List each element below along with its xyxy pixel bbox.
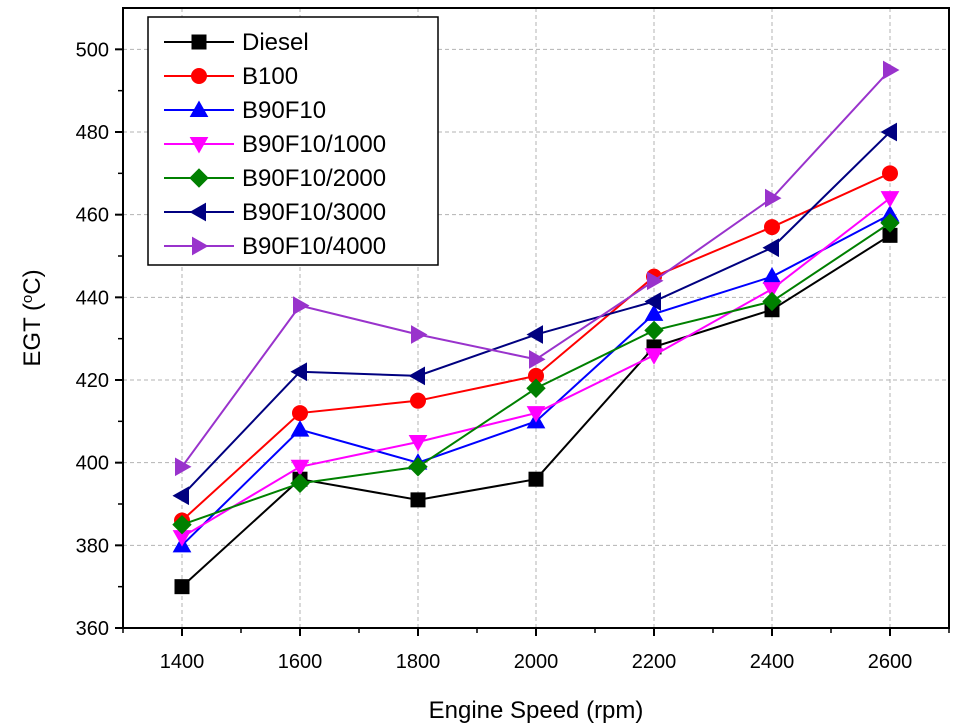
data-point-b90f10-1000 xyxy=(762,282,782,299)
legend-marker xyxy=(189,137,209,154)
y-axis-title: EGT (oC) xyxy=(19,269,47,366)
data-point-b90f10 xyxy=(644,304,664,321)
data-point-b90f10-3000 xyxy=(526,325,543,344)
y-tick-label: 380 xyxy=(76,535,109,557)
data-point-b90f10-4000 xyxy=(647,271,664,291)
y-tick-label: 500 xyxy=(76,39,109,61)
y-axis-title-degree: o xyxy=(19,295,36,303)
data-point-b90f10-1000 xyxy=(880,191,900,208)
data-point-b90f10-2000 xyxy=(644,320,664,341)
x-tick-label: 1800 xyxy=(396,651,441,673)
legend-item-b90f10-4000: B90F10/4000 xyxy=(164,233,386,260)
legend-marker xyxy=(192,236,209,256)
legend-marker xyxy=(189,168,209,188)
x-axis-title: Engine Speed (rpm) xyxy=(429,697,644,724)
data-point-b90f10-4000 xyxy=(293,296,310,315)
series-b90f10-3000 xyxy=(172,122,897,506)
data-point-b90f10-4000 xyxy=(765,188,782,208)
legend-item-b100: B100 xyxy=(164,63,298,90)
data-point-diesel xyxy=(174,579,190,595)
ticks: 1400 1600 1800 2000 2200 2400 2600 360 380 400 420… xyxy=(76,39,950,673)
y-tick-label: 400 xyxy=(76,453,109,475)
data-point-diesel xyxy=(410,492,426,508)
legend-label: Diesel xyxy=(242,29,309,56)
legend: Diesel B100 B90F10 B90F10/1000 B90F10/2000 B9… xyxy=(147,16,439,266)
data-point-b90f10-2000 xyxy=(290,473,310,494)
data-point-b90f10-2000 xyxy=(172,514,192,535)
legend-marker xyxy=(189,202,206,222)
legend-marker xyxy=(191,34,207,50)
data-point-b90f10-3000 xyxy=(172,486,189,506)
legend-label: B90F10/2000 xyxy=(242,165,386,192)
data-point-b90f10-3000 xyxy=(408,366,425,386)
legend-marker xyxy=(189,100,209,117)
data-point-b100 xyxy=(292,405,308,422)
x-tick-label: 2000 xyxy=(514,651,559,673)
legend-marker xyxy=(191,68,207,84)
data-point-b90f10-4000 xyxy=(411,325,428,344)
data-point-b90f10-1000 xyxy=(290,459,310,477)
y-axis-title-unit: C) xyxy=(19,269,46,294)
legend-item-diesel: Diesel xyxy=(164,29,309,56)
y-tick-label: 360 xyxy=(76,618,109,640)
data-point-b90f10-1000 xyxy=(408,435,428,452)
data-point-b90f10-2000 xyxy=(526,378,546,398)
data-point-b90f10-3000 xyxy=(880,122,897,142)
legend-label: B100 xyxy=(242,63,298,90)
legend-item-b90f10-1000: B90F10/1000 xyxy=(164,131,386,158)
data-point-b90f10-3000 xyxy=(762,238,779,258)
data-point-b100 xyxy=(882,165,898,182)
data-point-b90f10 xyxy=(762,267,782,284)
x-tick-label: 2600 xyxy=(868,651,913,673)
data-point-b90f10-1000 xyxy=(644,348,664,365)
data-point-diesel xyxy=(528,471,544,487)
data-point-b90f10-3000 xyxy=(644,292,661,311)
data-point-b90f10-2000 xyxy=(880,213,900,233)
series-b100 xyxy=(174,165,898,529)
data-point-b90f10-4000 xyxy=(529,349,546,369)
series-layer xyxy=(172,60,900,595)
data-point-b90f10-2000 xyxy=(408,457,428,477)
y-axis-title-main: EGT ( xyxy=(19,303,46,367)
legend-item-b90f10-2000: B90F10/2000 xyxy=(164,165,386,192)
x-tick-label: 1600 xyxy=(278,651,323,673)
series-b90f10-2000 xyxy=(172,213,900,535)
x-tick-label: 2200 xyxy=(632,651,677,673)
series-b90f10-4000 xyxy=(175,60,900,477)
x-tick-label: 1400 xyxy=(160,651,205,673)
data-point-b100 xyxy=(410,392,426,409)
data-point-b90f10-1000 xyxy=(526,406,546,423)
legend-label: B90F10 xyxy=(242,97,326,124)
legend-label: B90F10/1000 xyxy=(242,131,386,158)
data-point-b100 xyxy=(764,219,780,236)
data-point-b90f10-4000 xyxy=(883,60,900,80)
y-tick-label: 460 xyxy=(76,205,109,227)
legend-item-b90f10: B90F10 xyxy=(164,97,326,124)
x-tick-label: 2400 xyxy=(750,651,795,673)
series-b90f10-1000 xyxy=(172,191,900,547)
legend-label: B90F10/4000 xyxy=(242,233,386,260)
y-tick-label: 480 xyxy=(76,122,109,144)
data-point-b90f10 xyxy=(290,420,310,437)
legend-item-b90f10-3000: B90F10/3000 xyxy=(164,199,386,226)
data-point-b90f10-3000 xyxy=(290,362,307,382)
legend-label: B90F10/3000 xyxy=(242,199,386,226)
y-tick-label: 420 xyxy=(76,370,109,392)
data-point-b90f10-4000 xyxy=(175,457,192,477)
y-tick-label: 440 xyxy=(76,287,109,309)
data-point-b90f10-2000 xyxy=(762,291,782,312)
